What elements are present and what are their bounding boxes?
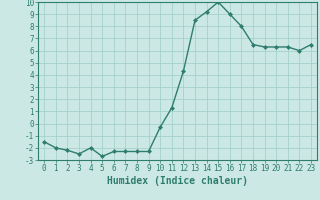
X-axis label: Humidex (Indice chaleur): Humidex (Indice chaleur) (107, 176, 248, 186)
